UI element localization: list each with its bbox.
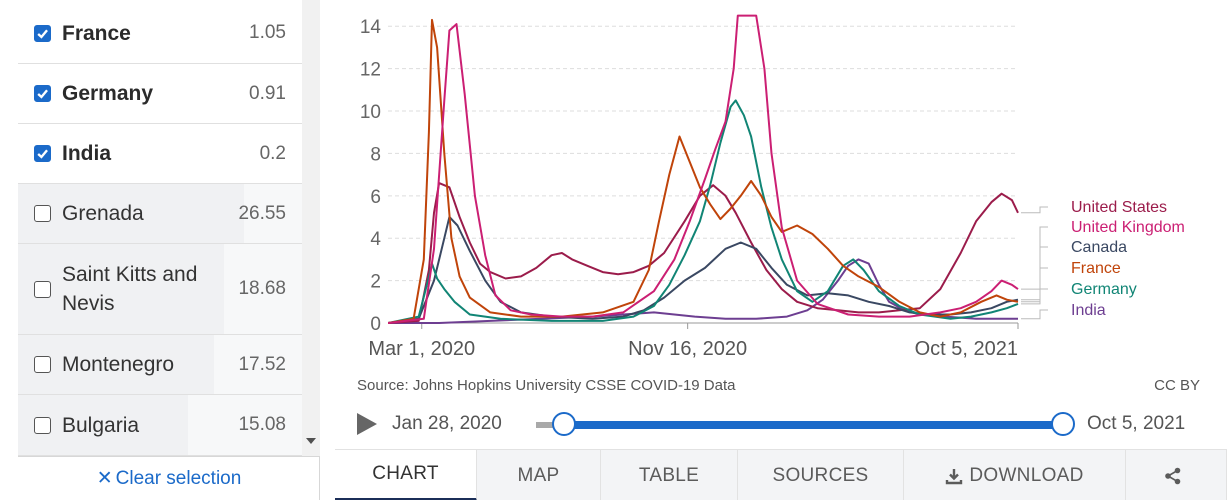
tab-chart[interactable]: CHART bbox=[335, 450, 477, 500]
country-value: 18.68 bbox=[238, 278, 286, 299]
country-row[interactable]: Saint Kitts and Nevis 18.68 bbox=[18, 244, 302, 335]
tab-sources[interactable]: SOURCES bbox=[738, 450, 904, 500]
country-checkbox[interactable] bbox=[34, 416, 51, 434]
tab-label: DOWNLOAD bbox=[969, 464, 1084, 486]
country-value: 26.55 bbox=[238, 202, 286, 224]
timeline-start-date: Jan 28, 2020 bbox=[392, 413, 502, 434]
legend-label[interactable]: Germany bbox=[1071, 281, 1137, 298]
share-icon bbox=[1165, 467, 1181, 484]
download-icon bbox=[946, 468, 963, 484]
country-name: Bulgaria bbox=[62, 413, 140, 437]
chart-panel: 0 2 4 6 8 10 12 14 Mar 1, 2020 Nov 16, 2020 Oct 5,… bbox=[335, 0, 1227, 500]
x-tick-label: Oct 5, 2021 bbox=[915, 338, 1018, 360]
country-value: 0.91 bbox=[249, 82, 286, 104]
country-row[interactable]: Germany 0.91 bbox=[18, 64, 302, 124]
country-checkbox[interactable] bbox=[34, 280, 51, 298]
tab-share[interactable] bbox=[1126, 450, 1227, 500]
country-checkbox[interactable] bbox=[34, 24, 51, 42]
country-value: 1.05 bbox=[249, 22, 286, 43]
scrollbar-thumb[interactable] bbox=[306, 6, 316, 431]
tab-label: CHART bbox=[372, 463, 439, 484]
country-name: India bbox=[62, 142, 112, 165]
value-bar bbox=[188, 395, 302, 455]
country-checkbox[interactable] bbox=[34, 356, 51, 373]
timeline-end-date: Oct 5, 2021 bbox=[1087, 413, 1186, 434]
clear-selection-button[interactable]: ✕ Clear selection bbox=[18, 456, 320, 500]
legend-label[interactable]: United Kingdom bbox=[1071, 219, 1185, 236]
series-group bbox=[388, 14, 1019, 324]
source-text: Source: Johns Hopkins University CSSE CO… bbox=[357, 377, 736, 394]
checkmark-icon bbox=[37, 28, 48, 39]
country-name: Montenegro bbox=[62, 353, 175, 376]
country-name: Germany bbox=[62, 82, 154, 105]
x-icon: ✕ bbox=[96, 468, 113, 489]
y-tick-label: 6 bbox=[370, 187, 381, 208]
country-row[interactable]: Montenegro 17.52 bbox=[18, 335, 302, 395]
sidebar-gutter bbox=[0, 0, 18, 500]
country-value: 17.52 bbox=[238, 353, 286, 375]
country-row[interactable]: Bulgaria 15.08 bbox=[18, 395, 302, 456]
country-row[interactable]: India 0.2 bbox=[18, 124, 302, 184]
country-value: 0.2 bbox=[259, 142, 286, 164]
play-icon[interactable] bbox=[357, 413, 377, 435]
timeline-track-before[interactable] bbox=[536, 422, 566, 428]
country-checkbox[interactable] bbox=[34, 205, 51, 222]
country-checkbox[interactable] bbox=[34, 85, 51, 102]
timeline-end-handle[interactable] bbox=[1051, 412, 1075, 436]
y-tick-label: 10 bbox=[360, 102, 381, 123]
legend-connector bbox=[1021, 246, 1048, 301]
y-tick-label: 2 bbox=[370, 272, 381, 293]
country-list: France 1.05 Germany 0.91 India 0.2 Grenada 26.5… bbox=[18, 0, 302, 456]
legend-connector bbox=[1021, 206, 1048, 214]
tab-table[interactable]: TABLE bbox=[601, 450, 738, 500]
tab-download[interactable]: DOWNLOAD bbox=[904, 450, 1126, 500]
legend-label[interactable]: France bbox=[1071, 260, 1121, 277]
legend-connector bbox=[1021, 267, 1048, 303]
country-row[interactable]: France 1.05 bbox=[18, 3, 302, 64]
line-chart: 0 2 4 6 8 10 12 14 Mar 1, 2020 Nov 16, 2020 Oct 5,… bbox=[360, 14, 1185, 360]
tab-map[interactable]: MAP bbox=[477, 450, 601, 500]
value-bar bbox=[214, 335, 302, 394]
value-bar bbox=[224, 244, 302, 334]
country-sidebar: France 1.05 Germany 0.91 India 0.2 Grenada 26.5… bbox=[18, 0, 320, 500]
legend-connector bbox=[1021, 288, 1048, 305]
series-line-france[interactable] bbox=[388, 18, 1019, 324]
tab-label: MAP bbox=[517, 464, 560, 486]
x-tick-label: Nov 16, 2020 bbox=[628, 338, 747, 360]
series-line-united-kingdom[interactable] bbox=[388, 14, 1019, 324]
country-name: France bbox=[62, 21, 131, 45]
y-tick-label: 8 bbox=[370, 144, 381, 165]
legend-connector bbox=[1021, 309, 1048, 320]
series-line-united-states[interactable] bbox=[388, 182, 1019, 324]
timeline-selected-range[interactable] bbox=[563, 421, 1063, 429]
value-bar bbox=[244, 184, 302, 243]
checkmark-icon bbox=[37, 89, 48, 99]
country-checkbox[interactable] bbox=[34, 145, 51, 162]
legend-label[interactable]: India bbox=[1071, 302, 1106, 319]
legend-connector bbox=[1021, 226, 1048, 290]
series-line-germany[interactable] bbox=[388, 99, 1019, 324]
license-link[interactable]: CC BY bbox=[1154, 377, 1200, 394]
country-name: Grenada bbox=[62, 202, 144, 225]
legend-label[interactable]: United States bbox=[1071, 199, 1167, 216]
tab-label: SOURCES bbox=[772, 464, 869, 486]
country-row[interactable]: Grenada 26.55 bbox=[18, 184, 302, 244]
country-name: Saint Kitts and Nevis bbox=[62, 263, 198, 315]
tab-bar: CHART MAP TABLE SOURCES DOWNLOAD bbox=[335, 449, 1227, 500]
country-value: 15.08 bbox=[238, 414, 286, 435]
legend-label[interactable]: Canada bbox=[1071, 239, 1127, 256]
checkmark-icon bbox=[37, 149, 48, 159]
y-tick-label: 14 bbox=[360, 17, 382, 38]
timeline-start-handle[interactable] bbox=[552, 412, 576, 436]
tab-label: TABLE bbox=[638, 464, 700, 486]
clear-selection-label: Clear selection bbox=[115, 467, 242, 489]
y-tick-label: 0 bbox=[370, 314, 381, 335]
x-tick-label: Mar 1, 2020 bbox=[368, 338, 475, 360]
y-tick-label: 4 bbox=[370, 229, 381, 250]
scroll-down-arrow-icon[interactable] bbox=[306, 438, 316, 444]
y-tick-label: 12 bbox=[360, 60, 381, 81]
